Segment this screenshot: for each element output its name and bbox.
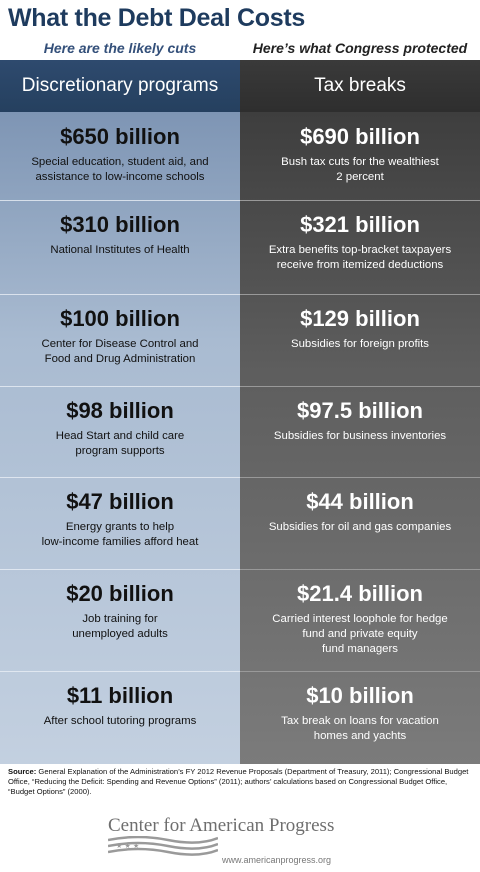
cut-amount: $47 billion	[66, 489, 174, 514]
tax-break-description: Subsidies for foreign profits	[252, 337, 468, 352]
description-line: Head Start and child care	[55, 430, 185, 442]
cut-cell: $310 billion National Institutes of Healt…	[0, 200, 240, 258]
tax-break-amount: $321 billion	[300, 212, 420, 237]
cut-amount: $11 billion	[66, 683, 174, 708]
tax-break-amount: $129 billion	[300, 306, 420, 331]
description-line: Tax break on loans for vacation	[281, 715, 439, 727]
row-divider	[240, 671, 480, 672]
cut-description: Head Start and child care program support…	[12, 429, 228, 459]
tax-break-cell: $690 billion Bush tax cuts for the wealth…	[240, 112, 480, 185]
description-line: Special education, student aid, and	[31, 156, 209, 168]
tax-break-amount: $21.4 billion	[297, 581, 423, 606]
org-url: www.americanprogress.org	[222, 855, 332, 865]
row-divider	[0, 294, 240, 295]
cut-description: Special education, student aid, and assis…	[12, 155, 228, 185]
cut-amount: $20 billion	[66, 581, 174, 606]
right-subhead: Here’s what Congress protected	[252, 40, 468, 56]
cut-cell: $650 billion Special education, student a…	[0, 112, 240, 185]
row-divider	[240, 386, 480, 387]
description-line: Carried interest loophole for hedge	[272, 613, 448, 625]
cut-cell: $47 billion Energy grants to help low-inco…	[0, 477, 240, 550]
tax-break-amount: $97.5 billion	[297, 398, 423, 423]
description-line: unemployed adults	[72, 628, 168, 640]
description-line: Bush tax cuts for the wealthiest	[281, 156, 439, 168]
tax-break-cell: $10 billion Tax break on loans for vacati…	[240, 671, 480, 744]
cut-description: National Institutes of Health	[12, 243, 228, 258]
cut-cell: $11 billion After school tutoring program…	[0, 671, 240, 729]
source-text: General Explanation of the Administratio…	[8, 767, 469, 796]
tax-break-cell: $21.4 billion Carried interest loophole f…	[240, 569, 480, 657]
org-logo-name: Center for American Progress	[108, 815, 335, 836]
cut-amount: $310 billion	[60, 212, 180, 237]
tax-break-cell: $97.5 billion Subsidies for business inve…	[240, 386, 480, 444]
cut-description: After school tutoring programs	[12, 714, 228, 729]
cut-description: Job training for unemployed adults	[12, 612, 228, 642]
tax-break-description: Subsidies for business inventories	[252, 429, 468, 444]
cut-amount: $650 billion	[60, 124, 180, 149]
right-column-header: Tax breaks	[240, 60, 480, 112]
cut-cell: $20 billion Job training for unemployed ad…	[0, 569, 240, 642]
cut-description: Energy grants to help low-income families…	[12, 520, 228, 550]
left-column-header: Discretionary programs	[0, 60, 240, 112]
left-panel	[0, 112, 240, 764]
description-line: 2 percent	[336, 171, 384, 183]
description-line: assistance to low-income schools	[35, 171, 205, 183]
description-line: fund managers	[322, 643, 398, 655]
row-divider	[0, 671, 240, 672]
row-divider	[240, 569, 480, 570]
right-panel	[240, 112, 480, 764]
description-line: program supports	[75, 445, 165, 457]
description-line: fund and private equity	[302, 628, 418, 640]
tax-break-amount: $690 billion	[300, 124, 420, 149]
tax-break-amount: $10 billion	[306, 683, 414, 708]
row-divider	[0, 200, 240, 201]
description-line: After school tutoring programs	[43, 715, 197, 727]
flag-stripes-icon: ★ ★ ★	[108, 836, 218, 856]
description-line: National Institutes of Health	[50, 244, 190, 256]
row-divider	[0, 386, 240, 387]
cut-amount: $100 billion	[60, 306, 180, 331]
cut-amount: $98 billion	[66, 398, 174, 423]
description-line: Center for Disease Control and	[41, 338, 199, 350]
description-line: receive from itemized deductions	[276, 259, 444, 271]
description-line: low-income families afford heat	[41, 536, 199, 548]
description-line: Subsidies for business inventories	[273, 430, 447, 442]
description-line: Subsidies for foreign profits	[290, 338, 430, 350]
description-line: Extra benefits top-bracket taxpayers	[268, 244, 452, 256]
tax-break-description: Bush tax cuts for the wealthiest 2 percen…	[252, 155, 468, 185]
page-title: What the Debt Deal Costs	[8, 4, 305, 32]
left-subhead: Here are the likely cuts	[43, 40, 197, 56]
row-divider	[240, 477, 480, 478]
cut-description: Center for Disease Control and Food and D…	[12, 337, 228, 367]
cut-cell: $98 billion Head Start and child care prog…	[0, 386, 240, 459]
description-line: Subsidies for oil and gas companies	[268, 521, 452, 533]
tax-break-amount: $44 billion	[306, 489, 414, 514]
tax-break-cell: $44 billion Subsidies for oil and gas com…	[240, 477, 480, 535]
row-divider	[240, 294, 480, 295]
source-label: Source:	[8, 767, 37, 776]
cut-cell: $100 billion Center for Disease Control a…	[0, 294, 240, 367]
row-divider	[240, 200, 480, 201]
tax-break-description: Tax break on loans for vacation homes and…	[252, 714, 468, 744]
tax-break-description: Subsidies for oil and gas companies	[252, 520, 468, 535]
svg-text:★ ★ ★: ★ ★ ★	[116, 842, 139, 850]
source-note: Source: General Explanation of the Admin…	[8, 767, 474, 797]
description-line: Job training for	[82, 613, 158, 625]
tax-break-cell: $321 billion Extra benefits top-bracket t…	[240, 200, 480, 273]
tax-break-description: Carried interest loophole for hedge fund …	[252, 612, 468, 657]
tax-break-cell: $129 billion Subsidies for foreign profit…	[240, 294, 480, 352]
row-divider	[0, 477, 240, 478]
description-line: homes and yachts	[313, 730, 407, 742]
tax-break-description: Extra benefits top-bracket taxpayers rece…	[252, 243, 468, 273]
row-divider	[0, 569, 240, 570]
description-line: Energy grants to help	[65, 521, 175, 533]
description-line: Food and Drug Administration	[44, 353, 196, 365]
